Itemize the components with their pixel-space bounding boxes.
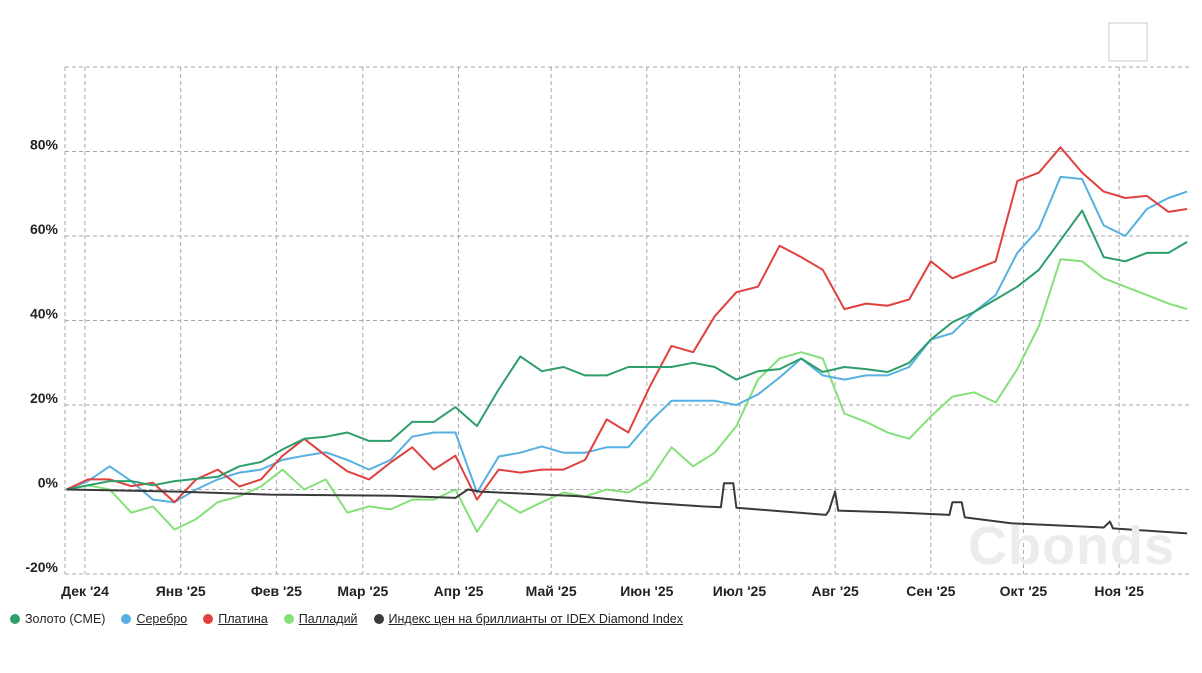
legend-label: Золото (CME) xyxy=(25,612,106,626)
legend-marker-icon xyxy=(373,614,384,624)
x-tick-label: Июл '25 xyxy=(713,583,767,599)
legend-label: Серебро xyxy=(136,612,188,626)
legend: Золото (CME) Серебро Платина Палладий Индекс… xyxy=(10,612,683,626)
x-tick-label: Янв '25 xyxy=(156,583,206,599)
legend-item[interactable]: Палладий xyxy=(283,612,358,626)
legend-label: Платина xyxy=(218,612,268,626)
x-tick-label: Июн '25 xyxy=(620,583,673,599)
y-tick-label: -20% xyxy=(25,559,58,575)
series-line-1 xyxy=(66,175,1188,504)
legend-item[interactable]: Золото (CME) xyxy=(10,612,105,626)
legend-item[interactable]: Индекс цен на бриллианты от IDEX Diamond… xyxy=(373,612,683,626)
y-axis: 80% 60% 40% 20% 0% -20% xyxy=(25,137,58,576)
series-line-3 xyxy=(66,258,1188,533)
legend-marker-icon xyxy=(10,614,20,624)
legend-marker-icon xyxy=(283,614,294,624)
x-tick-label: Апр '25 xyxy=(434,583,484,599)
legend-label: Индекс цен на бриллианты от IDEX Diamond… xyxy=(388,612,683,626)
watermark-logo: Cbonds xyxy=(968,516,1175,576)
x-axis: Дек '24 Янв '25 Фев '25 Мар '25 Апр '25 Май '… xyxy=(61,583,1144,599)
x-tick-label: Окт '25 xyxy=(1000,583,1048,599)
x-tick-label: Сен '25 xyxy=(906,583,955,599)
x-tick-label: Фев '25 xyxy=(251,583,302,599)
y-tick-label: 20% xyxy=(30,390,59,406)
series-line-0 xyxy=(66,209,1188,491)
series-line-4 xyxy=(66,482,1188,535)
legend-item[interactable]: Серебро xyxy=(121,612,187,626)
x-tick-label: Ноя '25 xyxy=(1094,583,1144,599)
y-tick-label: 80% xyxy=(30,137,59,153)
series-lines xyxy=(66,146,1188,535)
x-tick-label: Май '25 xyxy=(526,583,577,599)
x-tick-label: Авг '25 xyxy=(811,583,859,599)
y-tick-label: 40% xyxy=(30,306,59,322)
y-tick-label: 60% xyxy=(30,221,59,237)
legend-marker-icon xyxy=(121,614,132,624)
x-tick-label: Мар '25 xyxy=(337,583,388,599)
legend-label: Палладий xyxy=(298,612,358,626)
menu-button[interactable] xyxy=(1108,22,1148,62)
grid xyxy=(64,66,1190,575)
legend-marker-icon xyxy=(203,614,214,624)
y-tick-label: 0% xyxy=(38,475,59,491)
legend-item[interactable]: Платина xyxy=(203,612,268,626)
series-line-2 xyxy=(66,146,1188,504)
x-tick-label: Дек '24 xyxy=(61,583,109,599)
